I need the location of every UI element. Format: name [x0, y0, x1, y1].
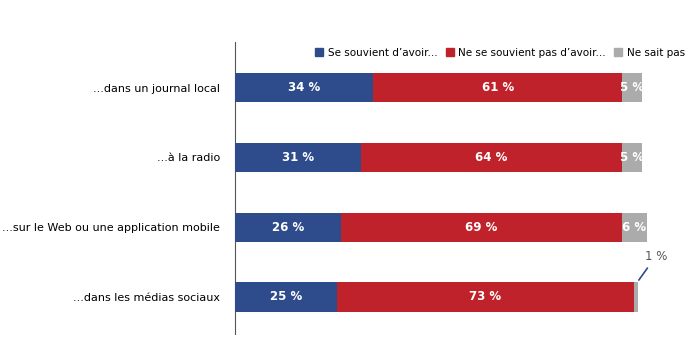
Text: 26 %: 26 %	[272, 221, 304, 234]
Bar	[635, 282, 638, 312]
Text: 5 %: 5 %	[620, 81, 644, 94]
Bar	[622, 73, 642, 102]
Bar	[235, 143, 361, 172]
Text: 1 %: 1 %	[639, 250, 667, 280]
Text: 6 %: 6 %	[622, 221, 647, 234]
Bar	[235, 213, 341, 242]
Legend: Se souvient d’avoir..., Ne se souvient pas d’avoir..., Ne sait pas: Se souvient d’avoir..., Ne se souvient p…	[315, 48, 685, 58]
Bar	[361, 143, 622, 172]
Text: 64 %: 64 %	[475, 151, 507, 164]
Bar	[341, 213, 622, 242]
Text: 31 %: 31 %	[282, 151, 314, 164]
Bar	[337, 282, 635, 312]
Bar	[622, 143, 642, 172]
Bar	[373, 73, 622, 102]
Bar	[622, 213, 647, 242]
Text: 61 %: 61 %	[482, 81, 514, 94]
Text: 25 %: 25 %	[270, 291, 302, 304]
Text: 69 %: 69 %	[466, 221, 498, 234]
Text: 73 %: 73 %	[470, 291, 502, 304]
Text: 34 %: 34 %	[288, 81, 320, 94]
Bar	[235, 282, 337, 312]
Text: 5 %: 5 %	[620, 151, 644, 164]
Bar	[235, 73, 373, 102]
